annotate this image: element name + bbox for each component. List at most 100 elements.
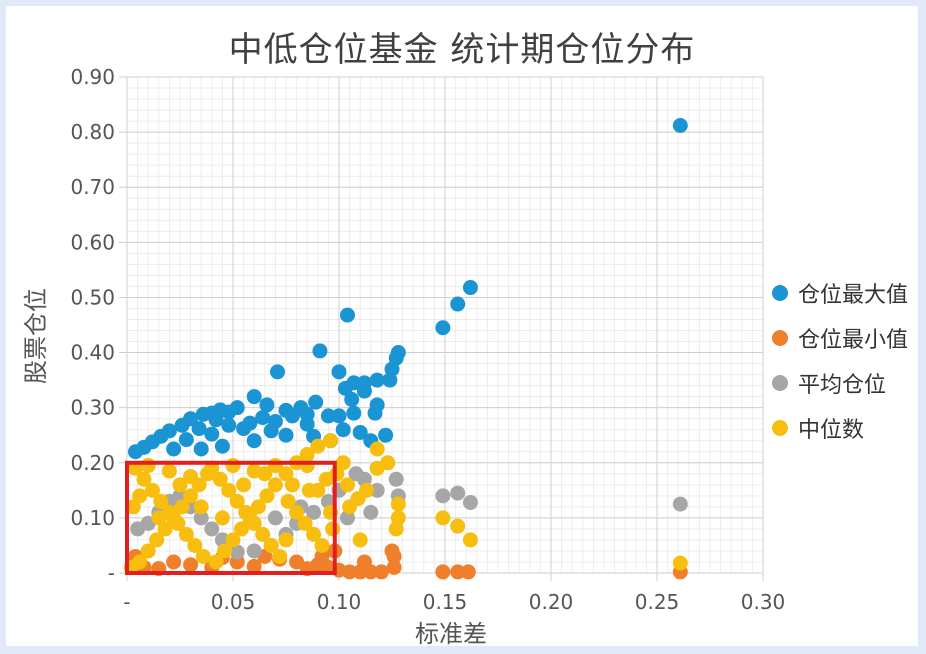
data-point [388, 471, 404, 487]
data-point [246, 433, 262, 449]
data-point [172, 477, 188, 493]
data-point [337, 380, 353, 396]
data-point [435, 564, 451, 580]
data-point [193, 510, 209, 526]
data-point [378, 427, 394, 443]
data-point [229, 493, 245, 509]
data-point [229, 544, 245, 560]
legend-label: 仓位最大值 [798, 282, 909, 308]
data-point [310, 438, 326, 454]
chart-frame: 中低仓位基金 统计期仓位分布 - 0.05 0.10 0.15 0.20 0.25 0.30… [6, 6, 918, 648]
data-point [346, 405, 362, 421]
data-point [335, 455, 351, 471]
data-point [342, 499, 358, 515]
data-point [390, 496, 406, 512]
data-point [460, 564, 476, 580]
data-point [130, 521, 146, 537]
data-point [450, 485, 466, 501]
data-point [308, 394, 324, 410]
data-point [348, 466, 364, 482]
legend-marker [772, 329, 788, 346]
legend-item: 中位数 [772, 405, 908, 450]
y-tick-label: 0.80 [70, 120, 115, 144]
x-tick-label: 0.20 [529, 590, 574, 614]
data-point [153, 493, 169, 509]
scatter-plot: - 0.05 0.10 0.15 0.20 0.25 0.30 - 0.10 0.20 0.30 0.… [70, 65, 786, 614]
data-point [369, 441, 385, 457]
x-axis-label: 标准差 [415, 620, 487, 648]
data-point [312, 343, 328, 359]
data-point [140, 543, 156, 559]
data-point [284, 408, 300, 424]
data-point [166, 554, 182, 570]
data-point [178, 526, 194, 542]
data-point [193, 441, 209, 457]
y-tick-label: 0.10 [70, 506, 115, 530]
data-point [149, 532, 165, 548]
x-tick-label: 0.15 [423, 590, 468, 614]
data-point [331, 408, 347, 424]
data-point [672, 496, 688, 512]
data-point [178, 432, 194, 448]
data-point [323, 433, 339, 449]
legend-marker [772, 284, 788, 301]
data-point [267, 510, 283, 526]
data-point [170, 515, 186, 531]
data-point [246, 389, 262, 405]
data-point [299, 406, 315, 422]
data-point [335, 422, 351, 438]
data-point [382, 372, 398, 388]
data-point [225, 458, 241, 474]
data-point [208, 412, 224, 428]
x-tick-label: - [123, 590, 130, 614]
data-point [204, 521, 220, 537]
data-point [259, 488, 275, 504]
data-point [450, 564, 466, 580]
y-tick-label: - [108, 561, 115, 585]
y-tick-label: 0.90 [70, 65, 115, 89]
data-point [367, 405, 383, 421]
legend-marker [772, 419, 788, 436]
data-point [339, 307, 355, 323]
data-point [174, 417, 190, 433]
x-tick-label: 0.30 [741, 590, 786, 614]
data-point [289, 504, 305, 520]
data-point [183, 488, 199, 504]
data-point [257, 466, 273, 482]
data-point [289, 554, 305, 570]
data-point [127, 444, 143, 460]
data-point [278, 532, 294, 548]
data-point [272, 548, 288, 564]
data-point [259, 397, 275, 413]
data-point [356, 383, 372, 399]
data-point [386, 559, 402, 575]
data-point [208, 554, 224, 570]
data-point [212, 471, 228, 487]
data-point [136, 471, 152, 487]
data-point [193, 499, 209, 515]
data-point [233, 521, 249, 537]
y-tick-label: 0.70 [70, 175, 115, 199]
data-point [314, 548, 330, 564]
data-point [388, 521, 404, 537]
data-point [435, 320, 451, 336]
data-point [352, 424, 368, 440]
data-point [384, 543, 400, 559]
highlight-box [125, 460, 337, 575]
legend-item: 平均仓位 [772, 360, 908, 405]
data-point [157, 521, 173, 537]
legend-label: 平均仓位 [798, 372, 887, 398]
data-point [246, 558, 262, 574]
chart-legend: 仓位最大值 仓位最小值 平均仓位 中位数 [772, 270, 908, 450]
y-tick-label: 0.40 [70, 341, 115, 365]
data-point [195, 548, 211, 564]
data-point [325, 521, 341, 537]
data-point [151, 510, 167, 526]
data-point [320, 408, 336, 424]
x-tick-label: 0.05 [211, 590, 256, 614]
data-point [672, 555, 688, 571]
data-point [183, 469, 199, 485]
y-axis-label: 股票仓位 [22, 288, 50, 384]
data-point [369, 460, 385, 476]
data-point [255, 410, 271, 426]
